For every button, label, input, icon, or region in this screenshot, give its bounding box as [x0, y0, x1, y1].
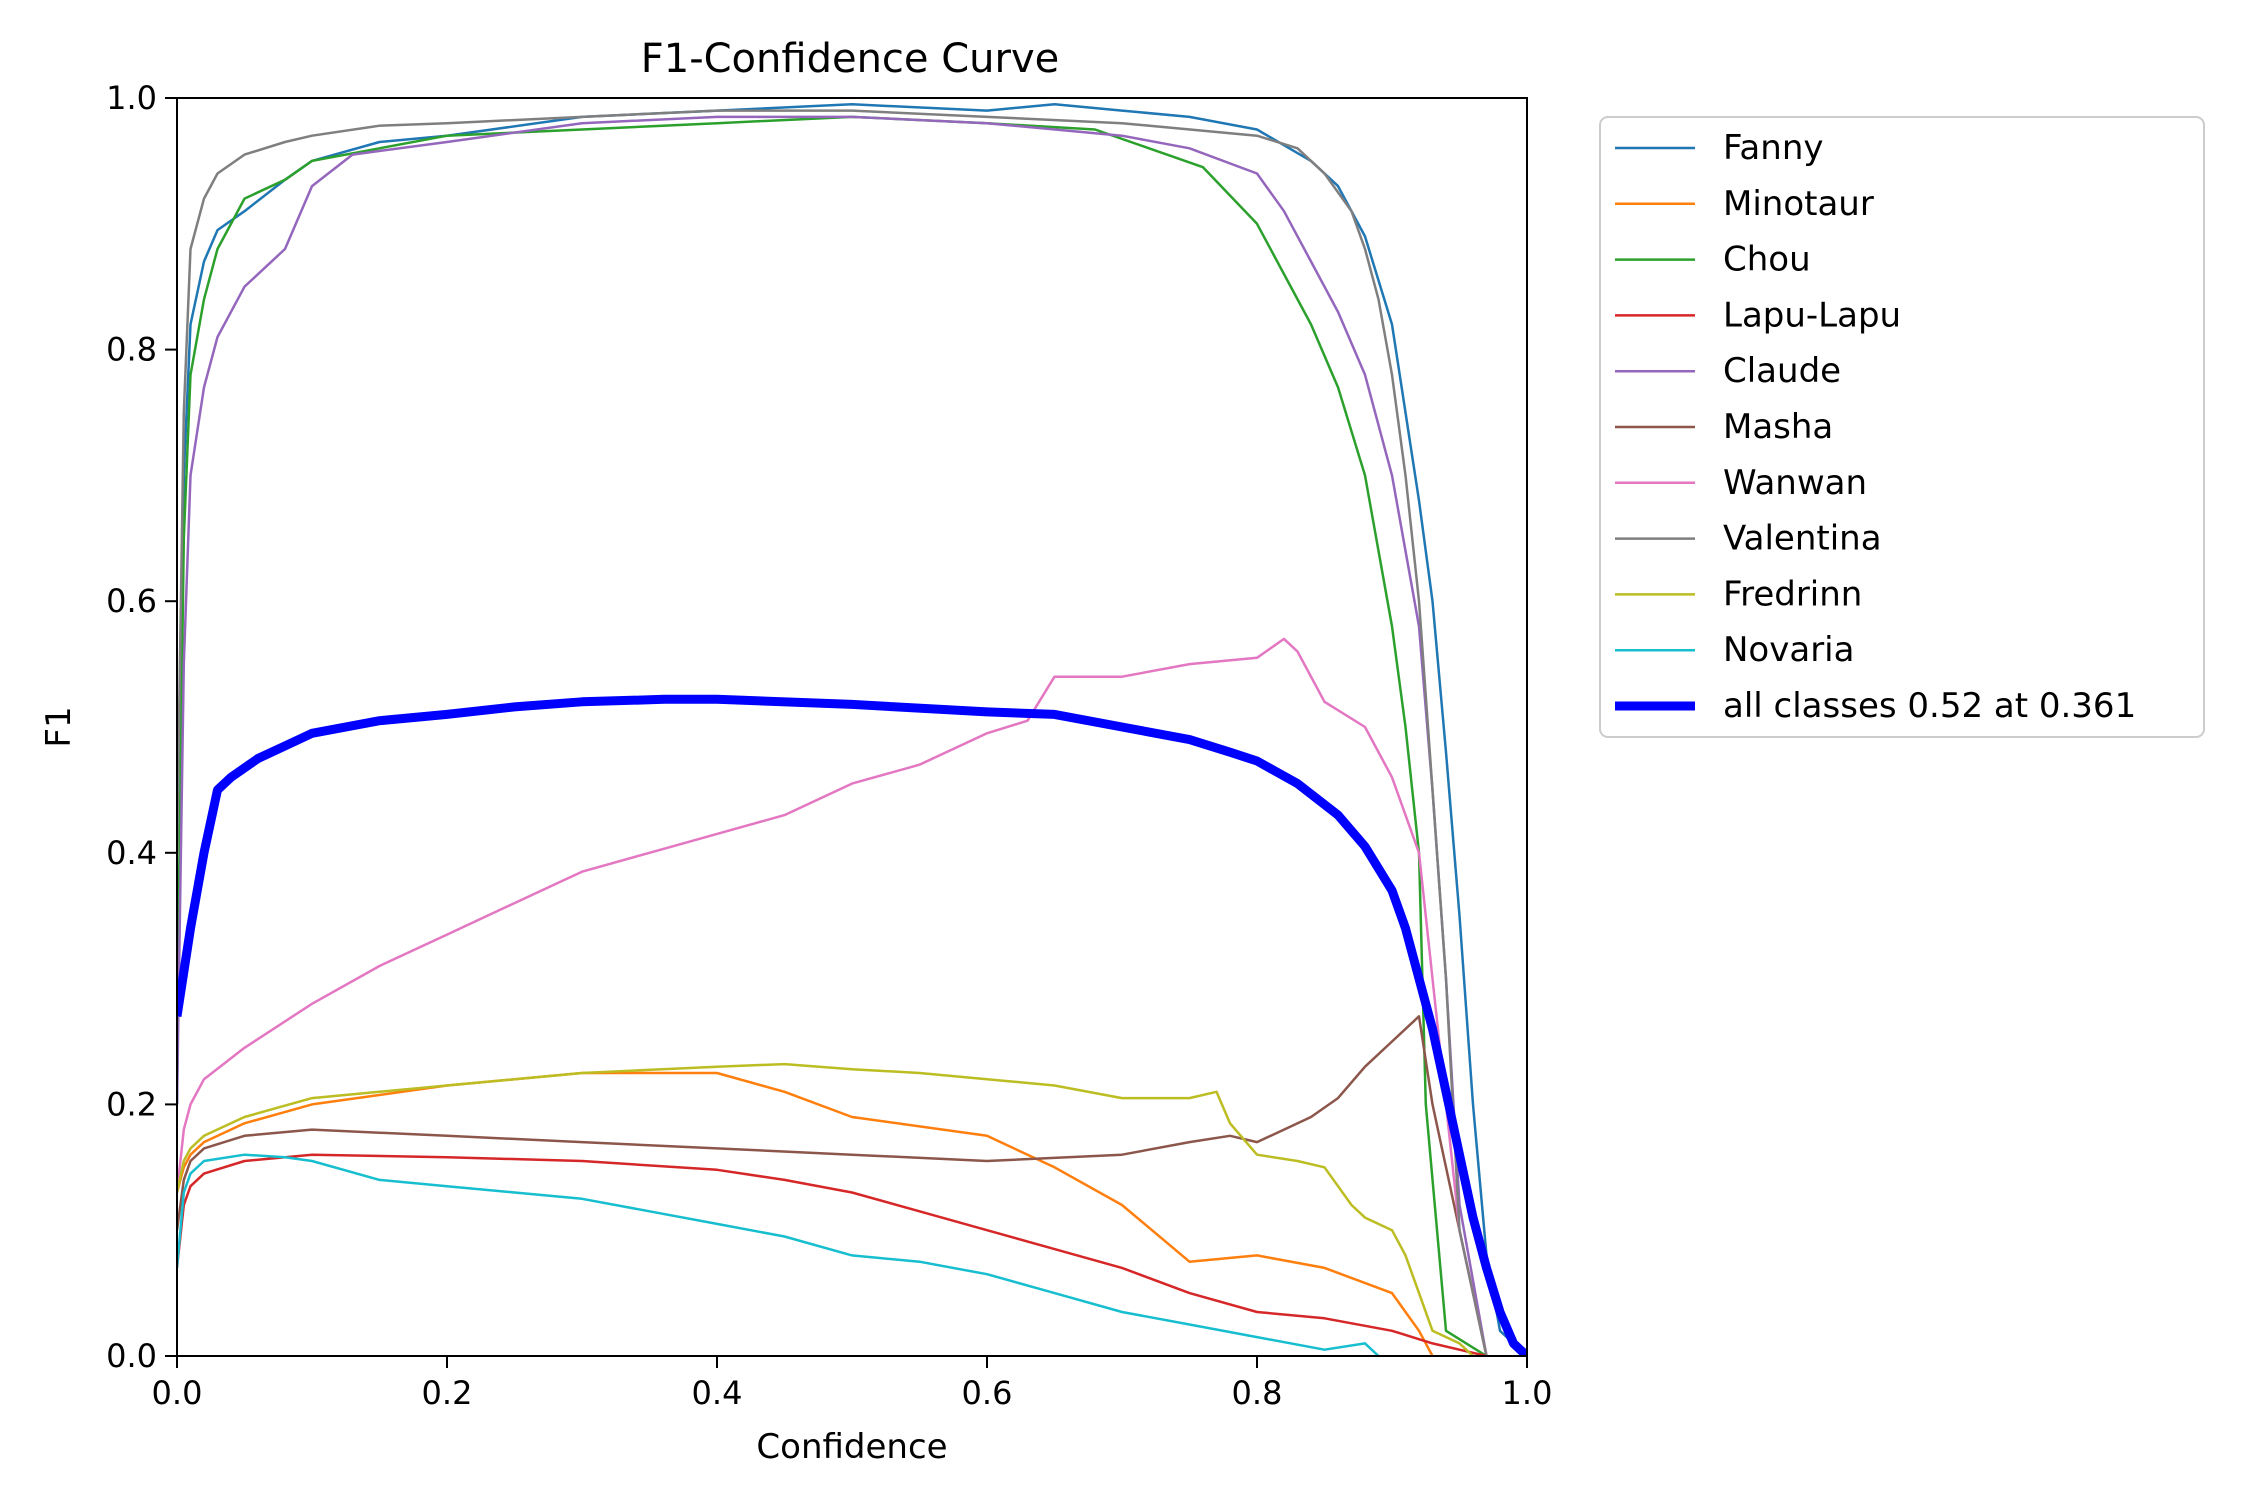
- series-line-wanwan: [177, 637, 1488, 1356]
- series-line-minotaur: [177, 1071, 1434, 1356]
- series-line-all: [177, 694, 1527, 1356]
- x-tick-label: 1.0: [1502, 1374, 1553, 1412]
- series-line-lapu-lapu: [177, 1153, 1487, 1356]
- plot-frame: [176, 97, 1528, 1357]
- series-layer: [177, 103, 1527, 1356]
- legend-label-lapu-lapu: Lapu-Lapu: [1723, 295, 1901, 335]
- legend-label-chou: Chou: [1723, 240, 1811, 280]
- y-axis-label: F1: [39, 706, 79, 747]
- legend-box: [1599, 116, 2205, 738]
- series-line-valentina: [177, 109, 1488, 1356]
- y-axis: 0.0 0.2 0.4 0.6 0.8 1.0: [106, 79, 177, 1375]
- legend-label-masha: Masha: [1723, 407, 1833, 447]
- series-line-novaria: [177, 1153, 1380, 1356]
- legend-label-claude: Claude: [1723, 351, 1841, 391]
- x-axis: 0.0 0.2 0.4 0.6 0.8 1.0: [152, 1356, 1553, 1412]
- x-tick-label: 0.6: [962, 1374, 1013, 1412]
- x-tick-label: 0.2: [422, 1374, 473, 1412]
- y-tick-label: 0.4: [106, 834, 157, 872]
- y-tick-label: 0.8: [106, 331, 157, 369]
- legend: Fanny Minotaur Chou Lapu-Lapu Claude Masha Wan…: [1599, 116, 2205, 738]
- series-line-claude: [177, 115, 1488, 1356]
- x-axis-label: Confidence: [756, 1427, 947, 1467]
- legend-label-valentina: Valentina: [1723, 519, 1882, 559]
- x-tick-label: 0.4: [692, 1374, 743, 1412]
- legend-label-wanwan: Wanwan: [1723, 463, 1867, 503]
- chart-title: F1-Confidence Curve: [641, 36, 1060, 82]
- series-line-fredrinn: [177, 1062, 1474, 1356]
- legend-label-novaria: Novaria: [1723, 630, 1854, 670]
- legend-label-fredrinn: Fredrinn: [1723, 574, 1862, 614]
- series-line-masha: [177, 1015, 1488, 1356]
- y-tick-label: 0.0: [106, 1337, 157, 1375]
- legend-label-minotaur: Minotaur: [1723, 184, 1874, 224]
- x-tick-label: 0.0: [152, 1374, 203, 1412]
- legend-label-all: all classes 0.52 at 0.361: [1723, 686, 2136, 726]
- series-line-chou: [177, 115, 1488, 1356]
- legend-label-fanny: Fanny: [1723, 128, 1824, 168]
- y-tick-label: 1.0: [106, 79, 157, 117]
- series-line-fanny: [177, 103, 1527, 1356]
- y-tick-label: 0.6: [106, 582, 157, 620]
- y-tick-label: 0.2: [106, 1085, 157, 1123]
- x-tick-label: 0.8: [1232, 1374, 1283, 1412]
